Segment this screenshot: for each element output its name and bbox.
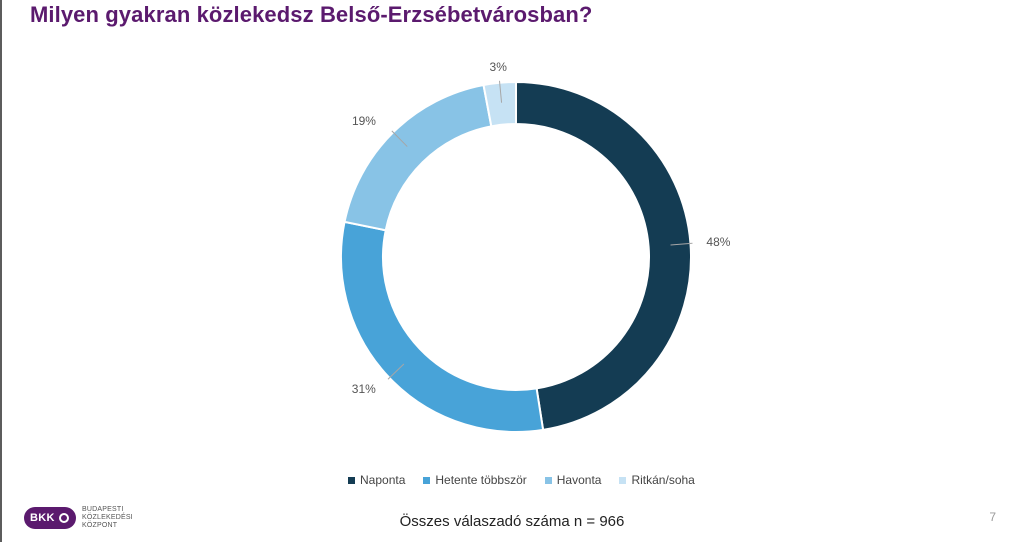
legend-swatch	[423, 476, 431, 484]
legend-item-havonta: Havonta	[544, 473, 602, 487]
legend-item-ritkan-soha: Ritkán/soha	[619, 473, 695, 487]
slide-left-border	[0, 0, 2, 542]
legend-item-naponta: Naponta	[348, 473, 405, 487]
logo-line: BUDAPESTI	[82, 506, 124, 513]
bkk-logo-wordmark: BUDAPESTI KÖZLEKEDÉSI KÖZPONT	[82, 506, 133, 530]
legend-label: Naponta	[360, 473, 406, 487]
data-label: 3%	[490, 60, 508, 74]
logo-line: KÖZPONT	[82, 522, 118, 529]
leader-line	[387, 363, 405, 380]
legend-item-hetente-tobbszor: Hetente többször	[423, 473, 527, 487]
respondent-count: Összes válaszadó száma n = 966	[399, 513, 625, 530]
donut-slice-naponta	[515, 80, 692, 432]
bkk-logo: BKK BUDAPESTI KÖZLEKEDÉSI KÖZPONT	[24, 506, 133, 530]
page-title: Milyen gyakran közlekedsz Belső-Erzsébet…	[30, 2, 593, 27]
leader-line	[670, 242, 693, 246]
data-label: 48%	[706, 235, 730, 249]
leader-line	[391, 130, 408, 147]
chart-legend: Naponta Hetente többször Havonta Ritkán/…	[348, 472, 695, 488]
data-label: 31%	[352, 382, 376, 396]
legend-label: Havonta	[556, 473, 602, 487]
page-number: 7	[989, 510, 996, 524]
leader-line	[499, 80, 503, 103]
bkk-logo-text: BKK	[30, 512, 55, 524]
bkk-logo-badge: BKK	[24, 507, 76, 529]
legend-swatch	[544, 476, 552, 484]
data-label: 19%	[352, 114, 376, 128]
donut-slice-havonta	[343, 83, 493, 232]
donut-slice-hetente-t-bbsz-r	[340, 220, 545, 433]
legend-swatch	[348, 476, 355, 484]
donut-slice-ritk-n-soha	[482, 80, 517, 128]
legend-label: Ritkán/soha	[631, 473, 695, 487]
legend-label: Hetente többször	[435, 473, 527, 487]
logo-ring-icon	[58, 513, 69, 523]
logo-line: KÖZLEKEDÉSI	[82, 514, 133, 521]
legend-swatch	[619, 476, 627, 484]
